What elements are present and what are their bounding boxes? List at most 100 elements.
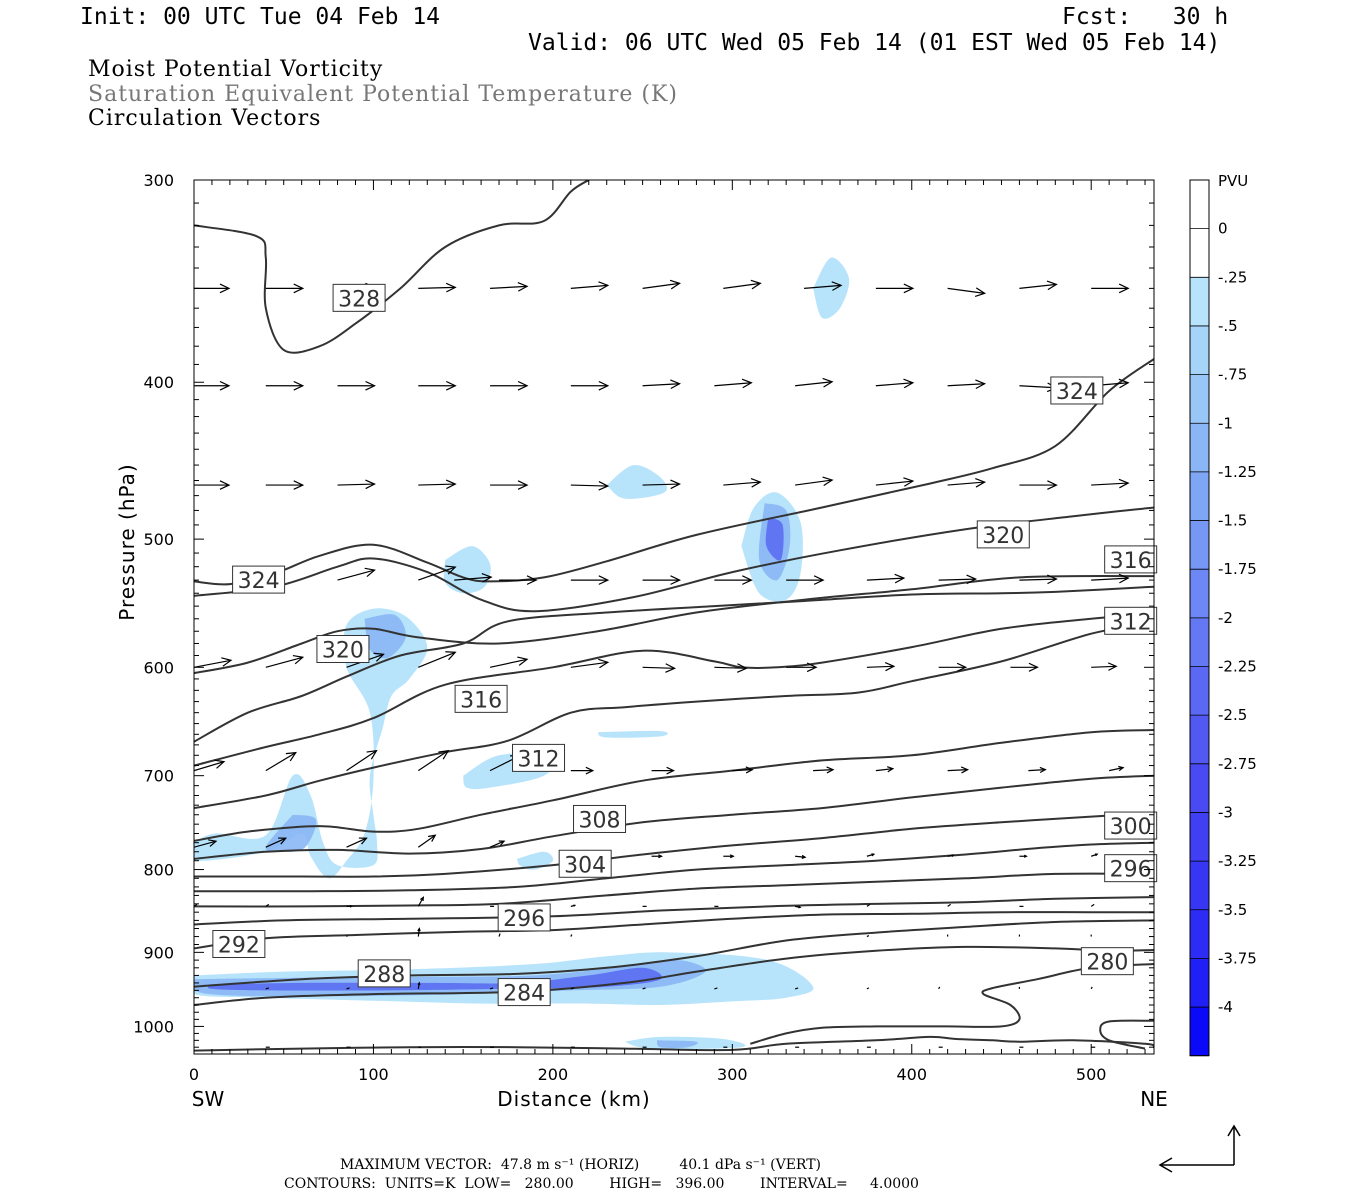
vector-arrow-23: [947, 379, 987, 390]
vector-arrow-29: [418, 479, 457, 490]
contour-label-text: 296: [503, 907, 545, 932]
vector-arrow-19: [642, 379, 681, 390]
contour-label-17: 284: [497, 978, 551, 1007]
title-vectors: Circulation Vectors: [88, 106, 322, 131]
pv-region-12: [364, 614, 406, 659]
x-end-label-left: SW: [192, 1087, 225, 1111]
vector-shaft: [1109, 767, 1124, 772]
y-tick-label-3: 600: [143, 658, 174, 677]
vector-arrow-17: [490, 380, 529, 391]
vector-shaft: [337, 483, 375, 486]
vector-arrow-55: [489, 656, 529, 668]
y-tick-label-5: 800: [143, 861, 174, 880]
vector-arrow-119: [866, 987, 870, 990]
vector-shaft: [265, 656, 303, 668]
vector-arrow-6: [642, 279, 681, 290]
vector-arrow-46: [786, 575, 825, 585]
vector-arrow-57: [642, 663, 677, 673]
vector-arrow-32: [642, 479, 682, 490]
vector-shaft: [866, 987, 870, 990]
vector-arrow-9: [875, 283, 915, 294]
vector-head: [750, 279, 762, 290]
vector-arrow-115: [570, 987, 575, 990]
colorbar-swatch-10: [1190, 666, 1209, 716]
vector-head: [822, 377, 834, 388]
vector-arrow-5: [570, 281, 610, 291]
vector-arrow-72: [813, 766, 835, 774]
contour-label-text: 324: [238, 569, 280, 594]
vector-shaft: [1019, 578, 1057, 581]
vector-arrow-84: [723, 854, 735, 859]
vector-shaft: [489, 987, 494, 990]
contour-label-box: [1080, 947, 1134, 976]
theta-contour-9: [194, 811, 1154, 878]
contour-labels: 328 324 324 320 316 312 320 316 312 308 300 304 296 2…: [212, 283, 1158, 1007]
vector-shaft: [875, 480, 913, 486]
colorbar-swatch-11: [1190, 715, 1209, 764]
vector-head: [420, 896, 424, 901]
vector-head: [960, 766, 970, 774]
vector-shaft: [1091, 482, 1129, 486]
vector-shaft: [418, 483, 456, 486]
vector-arrow-78: [265, 837, 288, 848]
vector-head: [742, 575, 753, 585]
contour-label-box: [332, 283, 386, 312]
vector-arrow-89: [1091, 853, 1099, 857]
vector-arrow-122: [1090, 986, 1093, 990]
vector-shaft: [194, 659, 232, 668]
vector-arrow-40: [418, 565, 457, 581]
theta-contour-5: [194, 612, 1154, 767]
vector-arrow-28: [337, 479, 376, 490]
vector-arrow-14: [265, 380, 305, 391]
vector-arrow-20: [714, 378, 753, 389]
vector-head: [956, 662, 968, 672]
max-vector-info: MAXIMUM VECTOR: 47.8 m s⁻¹ (HORIZ) 40.1 …: [340, 1157, 822, 1173]
vector-shaft: [417, 750, 449, 772]
vector-head: [658, 854, 663, 859]
vector-head: [445, 479, 457, 490]
vector-arrow-117: [714, 987, 718, 990]
contour-label-text: 320: [982, 524, 1024, 549]
vector-arrow-30: [490, 480, 529, 490]
contour-label-4: 316: [1104, 545, 1158, 574]
contour-label-text: 304: [564, 853, 606, 878]
vector-arrow-34: [795, 476, 834, 487]
theta-contour-3: [194, 575, 1154, 675]
vector-shaft: [947, 481, 985, 486]
colorbar-level-6: -1.5: [1218, 512, 1247, 530]
vector-head: [1047, 480, 1058, 490]
vector-arrow-48: [938, 574, 978, 585]
contour-label-text: 284: [503, 982, 545, 1007]
vector-head: [598, 481, 610, 491]
colorbar-level-10: -2.5: [1218, 706, 1247, 724]
vector-head: [349, 905, 353, 908]
colorbar-swatch-3: [1190, 325, 1209, 375]
vector-arrow-70: [651, 766, 675, 775]
contour-label-box: [1104, 606, 1158, 635]
vector-arrow-73: [875, 766, 895, 773]
vector-arrow-99: [866, 903, 871, 907]
colorbar-level-12: -3: [1218, 803, 1233, 821]
vector-head: [669, 279, 681, 290]
y-axis-label: Pressure (hPa): [115, 463, 139, 620]
vector-arrow-49: [1019, 574, 1058, 585]
vector-arrow-44: [642, 575, 682, 585]
vector-head: [975, 379, 987, 390]
vector-arrow-88: [1019, 854, 1028, 858]
title-mpv: Moist Potential Vorticity: [88, 57, 384, 82]
vector-arrow-102: [1090, 903, 1095, 907]
vector-shaft: [642, 282, 680, 289]
vector-shaft: [1019, 283, 1057, 289]
vector-arrow-52: [265, 654, 305, 668]
vector-head: [1023, 854, 1028, 858]
vector-head: [498, 840, 506, 846]
vector-shaft: [795, 855, 806, 858]
x-tick-label-5: 500: [1076, 1065, 1107, 1084]
theta-contour-2: [194, 506, 1154, 613]
vector-head: [894, 573, 906, 584]
vector-head: [598, 658, 610, 669]
vector-shaft: [1091, 577, 1129, 581]
theta-contours: [194, 180, 1154, 1052]
vector-head: [221, 657, 233, 667]
vector-shaft: [947, 769, 968, 772]
